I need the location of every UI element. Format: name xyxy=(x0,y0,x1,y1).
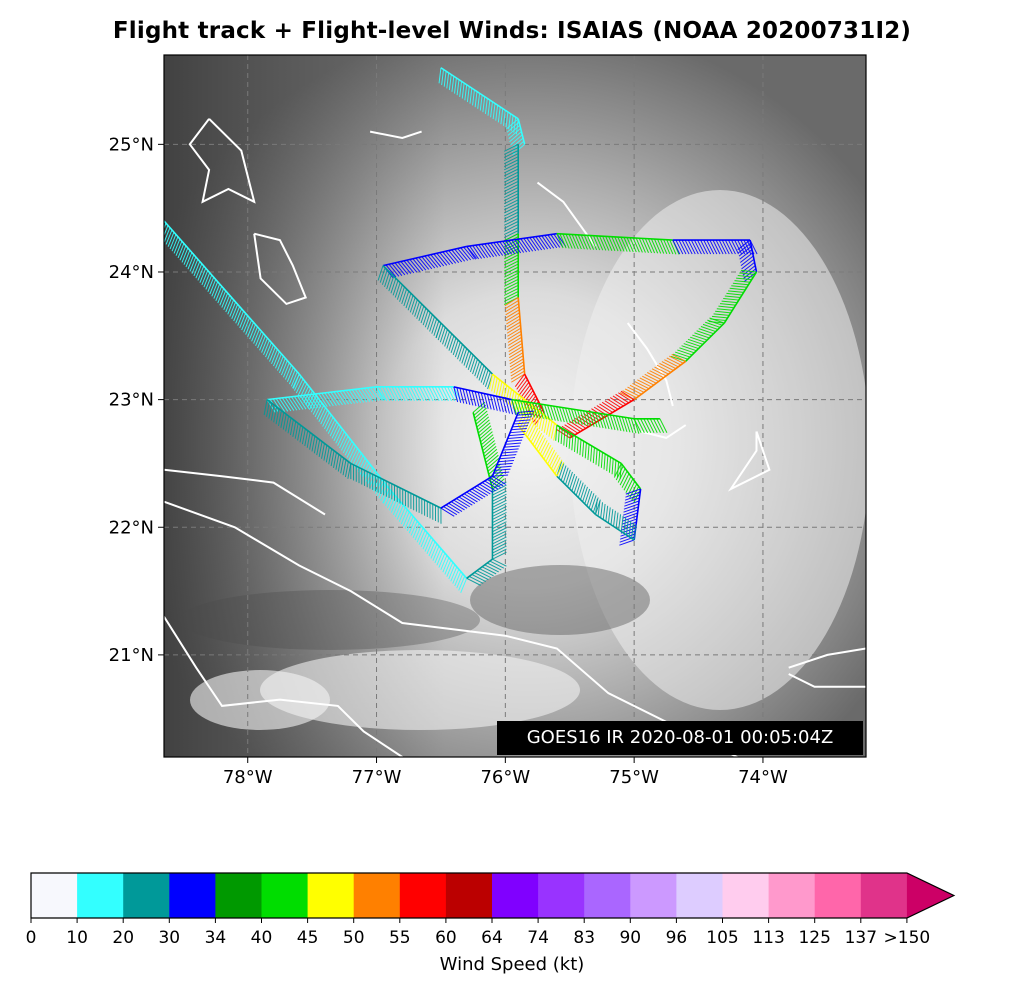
lat-tick-label: 23°N xyxy=(109,390,154,411)
colorbar-cell xyxy=(77,873,124,918)
colorbar-cell xyxy=(768,873,816,918)
track-segment xyxy=(503,143,520,242)
colorbar-tick-label: 55 xyxy=(389,928,411,948)
track-segment xyxy=(382,232,567,279)
flight-track-wind-barbs xyxy=(164,67,758,593)
colorbar-cell xyxy=(353,873,401,918)
colorbar-tick-label: 96 xyxy=(666,928,688,948)
colorbar-cell xyxy=(584,873,631,918)
track-segment xyxy=(672,239,758,283)
colorbar-cell xyxy=(123,873,170,918)
colorbar-tick-label: >150 xyxy=(884,928,931,948)
lat-tick-label: 22°N xyxy=(109,517,154,538)
coastline xyxy=(788,647,866,669)
colorbar-cell xyxy=(814,873,862,918)
colorbar-tick-label: 10 xyxy=(66,928,88,948)
colorbar-cell xyxy=(538,873,585,918)
track-segment xyxy=(472,401,505,490)
colorbar-cell xyxy=(492,873,539,918)
colorbar-tick-label: 83 xyxy=(573,928,595,948)
colorbar-extend-arrow xyxy=(906,873,954,918)
map-frame xyxy=(163,54,867,758)
lon-tick-label: 75°W xyxy=(609,767,659,788)
colorbar-tick-label: 125 xyxy=(798,928,830,948)
figure-title: Flight track + Flight-level Winds: ISAIA… xyxy=(112,18,912,44)
colorbar-cell xyxy=(445,873,493,918)
track-segment xyxy=(438,67,526,155)
colorbar-cell xyxy=(261,873,309,918)
colorbar-cell xyxy=(169,873,216,918)
colorbar-cell xyxy=(860,873,908,918)
coastlines xyxy=(164,118,866,757)
coastline xyxy=(626,322,674,407)
track-segment xyxy=(511,398,668,434)
track-segment xyxy=(670,269,758,362)
colorbar-cell xyxy=(399,873,447,918)
track-segment xyxy=(164,220,468,593)
lon-tick-label: 76°W xyxy=(480,767,530,788)
coastline xyxy=(536,181,597,248)
colorbar-cell xyxy=(630,873,677,918)
colorbar-tick-label: 30 xyxy=(158,928,180,948)
colorbar-tick-label: 50 xyxy=(343,928,365,948)
colorbar-tick-label: 0 xyxy=(26,928,37,948)
track-segment xyxy=(555,424,642,504)
colorbar-tick-label: 90 xyxy=(619,928,641,948)
colorbar-tick-label: 20 xyxy=(112,928,134,948)
coastline xyxy=(164,500,738,757)
colorbar-tick-label: 34 xyxy=(205,928,227,948)
track-segment xyxy=(377,265,494,390)
coastline xyxy=(164,468,326,516)
track-segment xyxy=(619,353,687,401)
colorbar-cell xyxy=(307,873,355,918)
coastline xyxy=(253,232,308,306)
coastline xyxy=(164,616,403,757)
colorbar-tick-label: 105 xyxy=(706,928,738,948)
track-segment xyxy=(263,398,442,524)
colorbar-tick-label: 60 xyxy=(435,928,457,948)
satellite-map-panel xyxy=(164,55,866,757)
coastline xyxy=(788,673,866,688)
track-segment xyxy=(556,232,680,255)
lat-tick-label: 25°N xyxy=(109,134,154,155)
lon-tick-label: 74°W xyxy=(738,767,788,788)
colorbar-outline xyxy=(30,872,956,919)
track-segment xyxy=(504,297,526,383)
latitude-ticks: 25°N 24°N 23°N 22°N 21°N xyxy=(109,134,164,666)
lon-tick-label: 78°W xyxy=(223,767,273,788)
coastline xyxy=(369,130,422,140)
satellite-timestamp: GOES16 IR 2020-08-01 00:05:04Z xyxy=(497,721,863,755)
colorbar-tick-label: 64 xyxy=(481,928,503,948)
colorbar-cell xyxy=(215,873,262,918)
colorbar-title: Wind Speed (kt) xyxy=(439,954,585,975)
colorbar-tick-label: 137 xyxy=(845,928,877,948)
track-segment xyxy=(453,386,517,415)
lat-tick-label: 24°N xyxy=(109,262,154,283)
lon-tick-label: 77°W xyxy=(352,767,402,788)
coastline xyxy=(640,424,687,439)
track-segment xyxy=(440,410,534,517)
colorbar-tick-label: 113 xyxy=(752,928,784,948)
track-segment xyxy=(266,386,462,413)
track-segment xyxy=(466,481,507,586)
colorbar-cell xyxy=(31,873,78,918)
colorbar-tick-label: 74 xyxy=(527,928,549,948)
colorbar-tick-label: 45 xyxy=(297,928,319,948)
lat-tick-label: 21°N xyxy=(109,645,154,666)
colorbar-cell xyxy=(722,873,770,918)
longitude-ticks: 78°W 77°W 76°W 75°W 74°W xyxy=(223,757,788,788)
colorbar-tick-label: 40 xyxy=(251,928,273,948)
coastline xyxy=(727,431,771,492)
track-segment xyxy=(556,461,637,541)
coastline xyxy=(188,118,256,204)
colorbar-cell xyxy=(676,873,723,918)
